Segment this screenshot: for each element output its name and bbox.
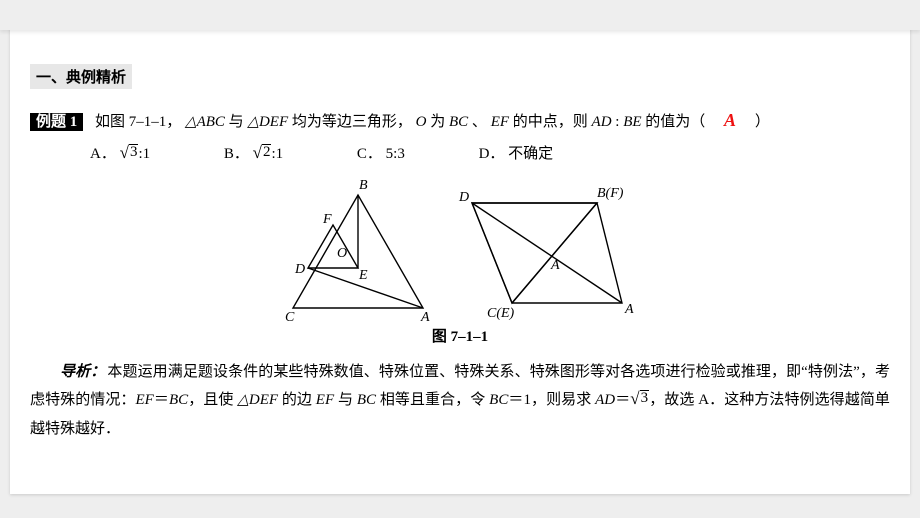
segment-ef: EF xyxy=(491,114,509,130)
analysis-paragraph: 导析：本题运用满足题设条件的某些特殊数值、特殊位置、特殊关系、特殊图形等对各选项… xyxy=(30,358,890,444)
label-a-right: A xyxy=(624,302,634,317)
option-c-text: 5:3 xyxy=(386,146,405,162)
point-o: O xyxy=(416,114,427,130)
label-d-right: D xyxy=(458,190,469,205)
problem-statement: 例题 1 如图 7–1–1， △ABC 与 △DEF 均为等边三角形， O 为 … xyxy=(30,105,890,136)
label-d-left: D xyxy=(294,262,305,277)
problem-text-2: 均为等边三角形， xyxy=(292,114,412,130)
option-d-label: D． xyxy=(479,146,505,162)
problem-text-1: 如图 7–1–1， xyxy=(95,114,181,130)
analysis-eq3: ＝ xyxy=(615,392,630,408)
analysis-t5: 相等且重合，令 xyxy=(376,392,489,408)
option-a-rest: :1 xyxy=(138,146,150,162)
option-b-rest: :1 xyxy=(271,146,283,162)
analysis-bc3: BC xyxy=(489,392,508,408)
figure-row: A B C D E F O A xyxy=(30,173,890,323)
option-c-label: C． xyxy=(357,146,382,162)
analysis-t6: 则易求 xyxy=(546,392,595,408)
analysis-t3: 的边 xyxy=(278,392,316,408)
segment-ad: AD xyxy=(592,114,612,130)
problem-text-5: 的值为（ xyxy=(645,114,720,130)
problem-text-3: 为 xyxy=(430,114,449,130)
label-c-left: C xyxy=(285,310,295,323)
conj: 与 xyxy=(229,114,248,130)
analysis-tri-def: △DEF xyxy=(237,392,278,408)
figure-left: A B C D E F O xyxy=(273,173,443,323)
analysis-bc: BC xyxy=(169,392,188,408)
triangle-abc: △ABC xyxy=(185,114,225,130)
svg-text:A: A xyxy=(550,258,560,273)
figure-caption: 图 7–1–1 xyxy=(30,325,890,346)
section-title: 一、典例精析 xyxy=(30,64,132,89)
option-c: C． 5:3 xyxy=(357,142,405,163)
analysis-eq2: ＝1， xyxy=(508,392,546,408)
label-e-left: E xyxy=(358,268,368,283)
option-b: B． √2:1 xyxy=(224,142,283,163)
analysis-bc2: BC xyxy=(357,392,376,408)
label-a-left: A xyxy=(420,310,430,323)
analysis-eq1: ＝ xyxy=(154,392,169,408)
analysis-lead: 导析： xyxy=(60,364,105,380)
option-a: A． √3:1 xyxy=(90,142,150,163)
label-o-left: O xyxy=(337,246,347,261)
problem-badge: 例题 1 xyxy=(30,113,83,131)
option-d-text: 不确定 xyxy=(508,146,553,162)
segment-be: BE xyxy=(623,114,641,130)
sqrt-3: √3 xyxy=(120,144,139,161)
option-b-label: B． xyxy=(224,146,249,162)
problem-text-6: ） xyxy=(740,114,770,130)
sqrt-2: √2 xyxy=(253,144,272,161)
sep1: 、 xyxy=(472,114,487,130)
option-d: D． 不确定 xyxy=(479,142,554,163)
analysis-ef: EF xyxy=(136,392,154,408)
label-f-left: F xyxy=(322,212,332,227)
label-bf-right: B(F) xyxy=(597,186,624,201)
analysis-t2: ，且使 xyxy=(188,392,237,408)
figure-right: A B(F) C(E) D A xyxy=(447,173,647,323)
analysis-sqrt3: √3 xyxy=(630,390,649,407)
options-row: A． √3:1 B． √2:1 C． 5:3 D． 不确定 xyxy=(30,142,890,163)
segment-bc: BC xyxy=(449,114,468,130)
analysis-ad: AD xyxy=(595,392,615,408)
answer-letter: A xyxy=(724,110,736,130)
analysis-ef2: EF xyxy=(316,392,334,408)
problem-text-4: 的中点，则 xyxy=(513,114,592,130)
label-ce-right: C(E) xyxy=(487,306,515,321)
label-b-left: B xyxy=(359,178,368,193)
analysis-t4: 与 xyxy=(334,392,357,408)
option-a-label: A． xyxy=(90,146,116,162)
colon: : xyxy=(615,114,619,130)
triangle-def: △DEF xyxy=(247,114,288,130)
